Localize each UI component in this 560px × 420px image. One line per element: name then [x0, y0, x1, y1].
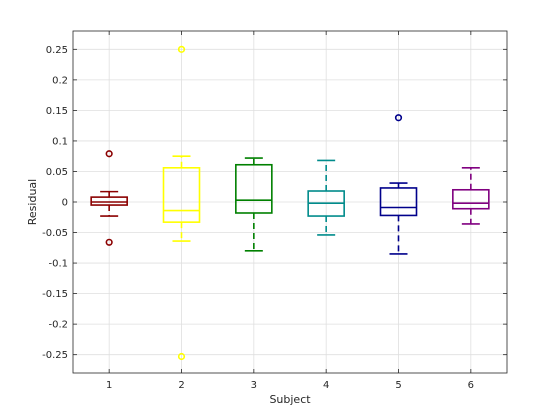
x-tick-label: 5 — [395, 380, 401, 391]
box-4 — [307, 159, 345, 236]
y-tick-label: -0.05 — [42, 228, 68, 239]
y-axis-label: Residual — [26, 179, 39, 225]
outlier-point — [105, 238, 113, 246]
y-tick-label: -0.25 — [42, 350, 68, 361]
x-tick-label: 3 — [251, 380, 257, 391]
outlier-point — [105, 150, 113, 158]
x-tick-label: 4 — [323, 380, 329, 391]
ticks: 0.25 0.2 0.15 0.1 0.05 0 -0.05 -0.1 -0.15 -0.2 -0.… — [42, 31, 507, 391]
outlier-point — [177, 352, 186, 361]
box-1 — [90, 150, 128, 246]
boxes — [90, 45, 490, 361]
box-2 — [162, 45, 201, 361]
x-tick-label: 6 — [468, 380, 474, 391]
y-tick-label: 0.2 — [52, 75, 68, 86]
box-6 — [452, 167, 490, 225]
box-iqr — [90, 196, 128, 206]
y-tick-label: 0.15 — [46, 106, 68, 117]
x-axis-label: Subject — [269, 393, 311, 406]
box-5 — [379, 114, 418, 255]
outlier-point — [394, 114, 403, 122]
y-tick-label: 0 — [62, 198, 68, 209]
box-3 — [235, 157, 273, 252]
x-tick-label: 1 — [106, 380, 112, 391]
y-tick-label: -0.1 — [48, 259, 68, 270]
y-tick-label: -0.2 — [48, 320, 68, 331]
y-tick-label: 0.05 — [46, 167, 68, 178]
y-tick-label: 0.25 — [46, 45, 68, 56]
box-iqr — [452, 188, 490, 210]
y-tick-label: 0.1 — [52, 136, 68, 147]
y-tick-label: -0.15 — [42, 289, 68, 300]
box-iqr — [379, 187, 418, 217]
x-tick-label: 2 — [178, 380, 184, 391]
box-iqr — [235, 163, 273, 214]
outlier-point — [177, 45, 186, 53]
box-iqr — [162, 167, 201, 223]
